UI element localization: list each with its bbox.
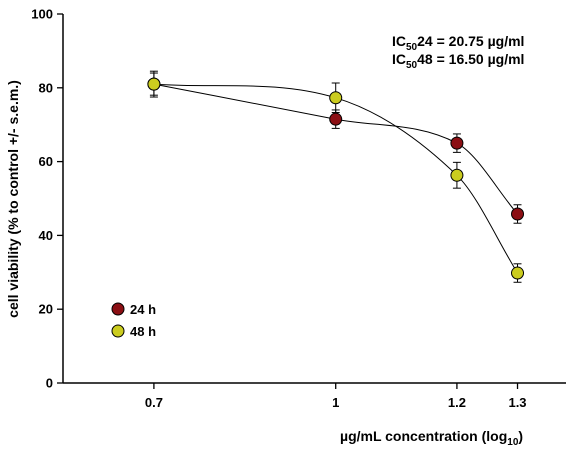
data-point-series-0 <box>329 112 343 126</box>
data-point-series-0 <box>511 207 525 221</box>
legend-marker-24h <box>111 302 125 316</box>
ic50-sub: 50 <box>406 42 418 53</box>
ic50-prefix: IC <box>392 33 406 49</box>
fit-curves <box>153 83 518 274</box>
x-ticks: 0.7 1 1.2 1.3 <box>145 383 527 410</box>
data-point-series-0 <box>450 136 464 150</box>
ic50-annotation-24: IC5024 = 20.75 µg/ml <box>392 33 524 53</box>
x-tick-label: 0.7 <box>145 395 163 410</box>
x-axis-title: µg/mL concentration (log10) <box>340 428 523 448</box>
data-point-series-1 <box>450 168 464 182</box>
ic50-annotation-48: IC5048 = 16.50 µg/ml <box>392 51 524 71</box>
y-tick-label: 60 <box>39 154 53 169</box>
y-tick-label: 20 <box>39 302 53 317</box>
legend: 24 h 48 h <box>111 302 156 339</box>
y-tick-label: 0 <box>46 376 53 391</box>
x-axis-title-end: ) <box>518 428 523 444</box>
plot-frame <box>62 14 566 384</box>
legend-label-24h: 24 h <box>130 302 156 317</box>
ic50-value: 24 = 20.75 µg/ml <box>417 33 524 49</box>
x-tick-label: 1.2 <box>448 395 466 410</box>
legend-label-48h: 48 h <box>130 324 156 339</box>
y-ticks: 0 20 40 60 80 100 <box>31 7 63 391</box>
ic50-prefix: IC <box>392 51 406 67</box>
fit-curve-series-0 <box>153 83 518 215</box>
data-point-series-1 <box>147 77 161 91</box>
fit-curve-series-1 <box>153 83 518 274</box>
data-point-series-1 <box>329 91 343 105</box>
y-tick-label: 100 <box>31 7 53 22</box>
ic50-annotations: IC5024 = 20.75 µg/ml IC5048 = 16.50 µg/m… <box>392 33 524 71</box>
ic50-value: 48 = 16.50 µg/ml <box>417 51 524 67</box>
x-tick-label: 1 <box>332 395 339 410</box>
y-tick-label: 80 <box>39 80 53 95</box>
x-axis-title-main: µg/mL concentration (log <box>340 428 507 444</box>
y-axis-title: cell viability (% to control +/- s.e.m.) <box>5 80 21 318</box>
y-tick-label: 40 <box>39 228 53 243</box>
legend-marker-48h <box>111 324 125 338</box>
ic50-sub: 50 <box>406 60 418 71</box>
data-points <box>147 77 525 280</box>
data-point-series-1 <box>511 266 525 280</box>
x-axis-title-sub: 10 <box>507 437 519 448</box>
x-tick-label: 1.3 <box>508 395 526 410</box>
